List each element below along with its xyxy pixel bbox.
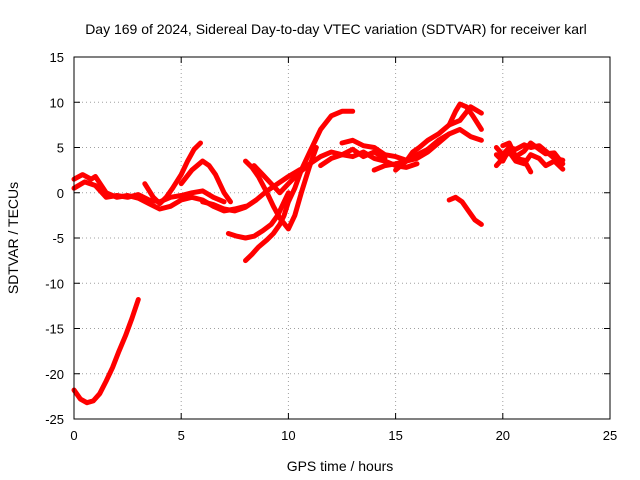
y-tick-label: -10 bbox=[45, 276, 64, 291]
series-arc-14 bbox=[371, 126, 484, 173]
y-tick-label: 5 bbox=[57, 141, 64, 156]
series-arc-8 bbox=[243, 145, 319, 232]
x-tick-label: 0 bbox=[70, 428, 77, 443]
x-tick-labels: 0 5 10 15 20 25 bbox=[70, 428, 617, 443]
x-tick-label: 10 bbox=[281, 428, 295, 443]
series-arc-5 bbox=[178, 158, 233, 205]
series-arc-1 bbox=[71, 297, 141, 406]
y-tick-label: 0 bbox=[57, 186, 64, 201]
tick-marks bbox=[73, 56, 611, 420]
series-arc-15 bbox=[446, 101, 484, 132]
y-tick-label: -15 bbox=[45, 322, 64, 337]
y-axis-label: SDTVAR / TECUs bbox=[5, 182, 21, 294]
y-tick-labels: -25 -20 -15 -10 -5 0 5 10 15 bbox=[45, 50, 64, 427]
series-arc-19 bbox=[500, 140, 566, 167]
x-tick-label: 20 bbox=[496, 428, 510, 443]
series-arc-10 bbox=[200, 163, 313, 214]
x-tick-label: 15 bbox=[388, 428, 402, 443]
series-arc-7 bbox=[243, 108, 356, 264]
series-arc-6 bbox=[225, 190, 291, 241]
y-tick-label: 15 bbox=[50, 50, 64, 65]
y-tick-label: 10 bbox=[50, 95, 64, 110]
series-arc-4 bbox=[142, 140, 203, 207]
x-axis-label: GPS time / hours bbox=[287, 458, 394, 474]
series-arc-16 bbox=[446, 194, 484, 227]
y-tick-label: -5 bbox=[52, 231, 64, 246]
series-arc-3 bbox=[71, 179, 227, 205]
grid-lines bbox=[74, 57, 610, 419]
chart-title: Day 169 of 2024, Sidereal Day-to-day VTE… bbox=[85, 21, 587, 37]
y-tick-label: -20 bbox=[45, 367, 64, 382]
x-tick-label: 5 bbox=[178, 428, 185, 443]
y-tick-label: -25 bbox=[45, 412, 64, 427]
x-tick-label: 25 bbox=[603, 428, 617, 443]
series-layer bbox=[71, 101, 566, 406]
series-arc-20 bbox=[493, 146, 534, 175]
series-arc-13 bbox=[393, 104, 484, 173]
